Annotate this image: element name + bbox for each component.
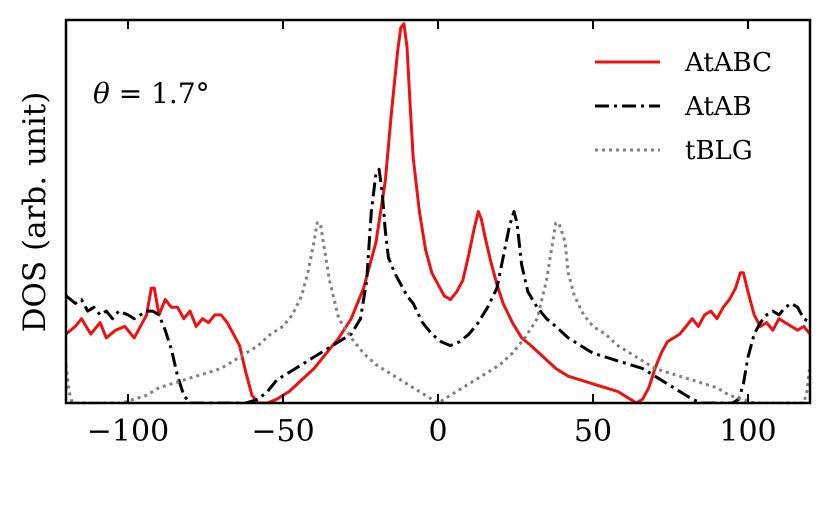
legend-label-tblg: tBLG [685, 136, 753, 166]
x-tick-label: 0 [428, 414, 447, 449]
x-axis: −100 −50 0 50 100 [87, 20, 777, 449]
legend: AtABC AtAB tBLG [595, 48, 772, 166]
legend-label-atabc: AtABC [684, 48, 772, 78]
series-line-tblg [66, 221, 810, 403]
theta-value: = 1.7° [110, 77, 210, 110]
legend-label-atab: AtAB [684, 92, 752, 122]
series-line-atab [66, 167, 810, 403]
theta-annotation: θ = 1.7° [93, 77, 210, 110]
theta-symbol: θ [93, 77, 110, 110]
x-tick-label: 50 [574, 414, 612, 449]
y-axis-label: DOS (arb. unit) [17, 92, 53, 333]
x-tick-label: −100 [87, 414, 169, 449]
series-line-atabc [66, 22, 810, 403]
x-tick-label: −50 [251, 414, 314, 449]
series-layer [66, 22, 810, 403]
x-tick-label: 100 [719, 414, 776, 449]
